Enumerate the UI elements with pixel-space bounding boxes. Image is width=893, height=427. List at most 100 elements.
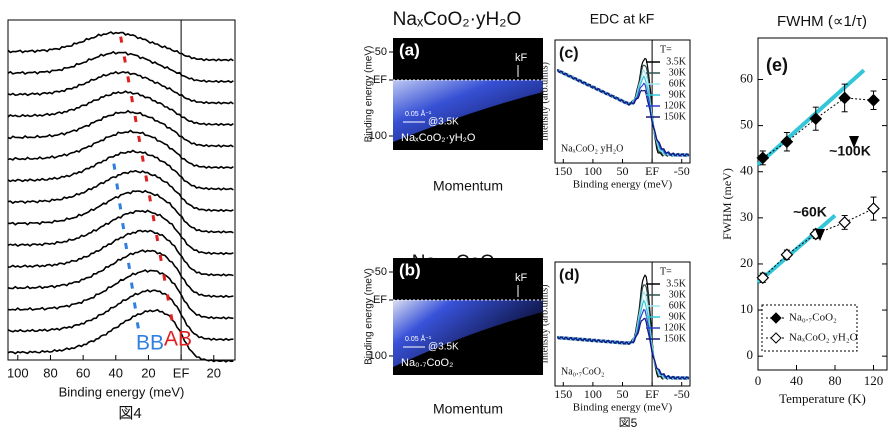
y-tick-label: EF [373, 294, 387, 306]
x-axis-label: Momentum [433, 401, 503, 417]
legend-label: NaₓCoO₂ yH₂O [789, 332, 858, 344]
panel-tag: (c) [559, 45, 579, 62]
x-tick-label: 80 [829, 373, 842, 388]
map-intensity [393, 299, 543, 367]
peak-marker [129, 95, 134, 103]
data-point [809, 112, 823, 126]
x-tick-label: 60 [76, 365, 90, 380]
x-tick-label: 40 [790, 373, 803, 388]
legend-label: 150K [664, 333, 687, 344]
peak-marker [137, 135, 142, 143]
peak-marker [151, 214, 156, 222]
legend-label: BB [136, 332, 164, 355]
peak-marker [158, 254, 163, 262]
plot-frame [757, 37, 888, 371]
x-tick-label: 50 [617, 164, 629, 178]
x-tick-label: -50 [674, 387, 690, 401]
sample-label: NaₓCoO₂ yH₂O [561, 143, 623, 154]
plot-frame [7, 19, 236, 361]
edc-curve [7, 149, 234, 191]
edc-curve [7, 209, 234, 256]
temp-label: @3.5K [428, 342, 459, 353]
legend-label: 3.5K [666, 278, 687, 289]
legend-label: AB [164, 328, 192, 351]
legend-marker [770, 312, 782, 324]
y-tick-label: EF [373, 74, 387, 86]
kf-label: kF [515, 52, 528, 64]
edc-curve [7, 269, 234, 320]
x-tick-label: -50 [674, 164, 690, 178]
arrow [815, 229, 825, 241]
x-tick-label: EF [173, 365, 190, 380]
edc-curve [7, 31, 234, 62]
x-tick-label: 150 [554, 164, 572, 178]
kf-label: kF [515, 272, 528, 284]
data-point [838, 91, 851, 105]
edc-curve [7, 90, 234, 127]
data-point [756, 271, 770, 285]
peak-marker [118, 203, 123, 210]
y-axis-label: Binding energy (meV) [364, 46, 375, 143]
peak-marker [140, 155, 145, 162]
x-axis-label: Temperature (K) [779, 391, 866, 406]
x-tick-label: 20 [207, 365, 221, 380]
y-tick-label: 30 [740, 209, 753, 224]
annotation: ~60K [793, 204, 827, 220]
peak-marker [115, 183, 120, 190]
data-point [756, 151, 770, 165]
peak-marker [155, 234, 160, 242]
map-intensity [393, 80, 543, 142]
caption: 図5 [619, 416, 638, 427]
sample-label: Na₀.₇CoO₂ [561, 366, 605, 377]
edc-curve [7, 308, 234, 363]
panel-title: EDC at kF [590, 11, 655, 27]
x-tick-label: EF [645, 164, 659, 178]
y-tick-label: -50 [371, 46, 387, 58]
edc-curve [7, 289, 234, 342]
legend-box [761, 304, 858, 352]
edc-curve [7, 109, 234, 148]
fit-line [756, 214, 837, 284]
data-point [780, 248, 794, 262]
y-tick-label: 50 [740, 117, 753, 132]
edc-curve [556, 317, 690, 380]
caption: 図4 [118, 405, 141, 422]
data-point [780, 135, 794, 149]
peak-marker [169, 314, 174, 321]
peak-marker [126, 76, 131, 83]
edc-curve [7, 229, 234, 277]
peak-marker [112, 163, 117, 170]
x-tick-label: 100 [584, 387, 602, 401]
data-point [867, 93, 880, 107]
scale-label: 0.05 Å⁻¹ [405, 109, 432, 118]
plot-frame [554, 261, 691, 387]
peak-marker [127, 262, 132, 270]
legend-label: 120K [664, 322, 687, 333]
legend-title: T= [660, 44, 672, 55]
peak-marker [122, 56, 127, 63]
x-tick-label: 80 [43, 365, 57, 380]
y-tick-label: -50 [371, 266, 387, 278]
panel-tag: (d) [559, 267, 579, 284]
y-tick-label: 10 [740, 301, 753, 316]
edc-curve [7, 129, 234, 169]
legend-label: 60K [669, 78, 687, 89]
annotation: ~100K [829, 143, 871, 159]
panel-tag: (b) [399, 260, 421, 279]
panel-title: NaₓCoO₂·yH₂O [393, 9, 522, 30]
peak-marker [129, 282, 134, 289]
legend-label: 150K [664, 111, 687, 122]
peak-marker [124, 242, 129, 250]
x-tick-label: 40 [109, 365, 123, 380]
peak-marker [119, 36, 124, 43]
x-tick-label: 150 [554, 387, 572, 401]
peak-marker [121, 222, 126, 230]
y-tick-label: 100 [369, 130, 387, 142]
y-tick-label: 60 [740, 70, 753, 85]
x-axis-label: Binding energy (meV) [59, 384, 185, 399]
edc-curve [7, 189, 234, 234]
y-tick-label: 40 [740, 163, 753, 178]
edc-curve [7, 249, 234, 299]
y-tick-label: 0 [747, 347, 754, 362]
